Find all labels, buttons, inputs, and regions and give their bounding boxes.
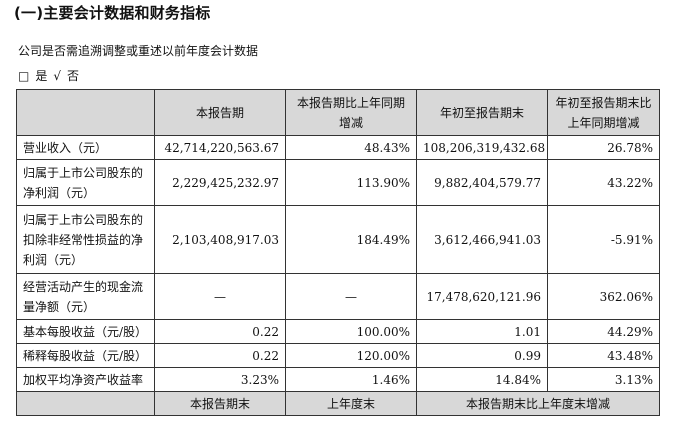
value-cell: 184.49% bbox=[285, 205, 417, 274]
value-cell: 113.90% bbox=[285, 159, 417, 206]
footer-column-header: 本报告期末 bbox=[154, 391, 286, 416]
value-cell: 3.13% bbox=[547, 367, 660, 392]
choice-yes-label: 是 bbox=[35, 69, 48, 83]
value-cell: 1.46% bbox=[285, 367, 417, 392]
value-cell: 26.78% bbox=[547, 135, 660, 160]
value-cell: 120.00% bbox=[285, 343, 417, 368]
value-cell: 43.48% bbox=[547, 343, 660, 368]
value-cell: 2,103,408,917.03 bbox=[154, 205, 286, 274]
financial-indicators-table: 本报告期 本报告期比上年同期增减 年初至报告期末 年初至报告期末比上年同期增减 … bbox=[16, 89, 660, 416]
table-row: 归属于上市公司股东的扣除非经常性损益的净利润（元） 2,103,408,917.… bbox=[16, 205, 660, 274]
table-header-row: 本报告期 本报告期比上年同期增减 年初至报告期末 年初至报告期末比上年同期增减 bbox=[16, 89, 660, 136]
value-cell: 108,206,319,432.68 bbox=[416, 135, 548, 160]
table-row: 营业收入（元） 42,714,220,563.67 48.43% 108,206… bbox=[16, 135, 660, 160]
check-mark-icon: √ bbox=[53, 69, 62, 83]
header-corner-cell bbox=[16, 89, 155, 136]
checkbox-icon: □ bbox=[18, 69, 30, 83]
row-label: 营业收入（元） bbox=[16, 135, 155, 160]
value-cell: 14.84% bbox=[416, 367, 548, 392]
value-cell: 42,714,220,563.67 bbox=[154, 135, 286, 160]
choice-no-label: 否 bbox=[67, 69, 80, 83]
table-footer-row: 本报告期末 上年度末 本报告期末比上年度末增减 bbox=[16, 391, 660, 416]
footer-corner-cell bbox=[16, 391, 155, 416]
table-row: 基本每股收益（元/股） 0.22 100.00% 1.01 44.29% bbox=[16, 319, 660, 344]
row-label: 稀释每股收益（元/股） bbox=[16, 343, 155, 368]
column-header: 本报告期比上年同期增减 bbox=[285, 89, 417, 136]
restatement-question: 公司是否需追溯调整或重述以前年度会计数据 bbox=[18, 44, 259, 58]
value-cell: — bbox=[154, 273, 286, 320]
value-cell: 2,229,425,232.97 bbox=[154, 159, 286, 206]
column-header: 本报告期 bbox=[154, 89, 286, 136]
value-cell: 9,882,404,579.77 bbox=[416, 159, 548, 206]
value-cell: 3.23% bbox=[154, 367, 286, 392]
section-title: (一)主要会计数据和财务指标 bbox=[14, 4, 211, 22]
value-cell: 100.00% bbox=[285, 319, 417, 344]
restatement-choice: □ 是 √ 否 bbox=[18, 67, 85, 84]
row-label: 基本每股收益（元/股） bbox=[16, 319, 155, 344]
table-row: 稀释每股收益（元/股） 0.22 120.00% 0.99 43.48% bbox=[16, 343, 660, 368]
table-row: 加权平均净资产收益率 3.23% 1.46% 14.84% 3.13% bbox=[16, 367, 660, 392]
value-cell: 0.99 bbox=[416, 343, 548, 368]
value-cell: 17,478,620,121.96 bbox=[416, 273, 548, 320]
column-header: 年初至报告期末比上年同期增减 bbox=[547, 89, 660, 136]
value-cell: 3,612,466,941.03 bbox=[416, 205, 548, 274]
value-cell: 0.22 bbox=[154, 319, 286, 344]
table-row: 归属于上市公司股东的净利润（元） 2,229,425,232.97 113.90… bbox=[16, 159, 660, 206]
value-cell: — bbox=[285, 273, 417, 320]
row-label: 加权平均净资产收益率 bbox=[16, 367, 155, 392]
footer-column-header: 本报告期末比上年度末增减 bbox=[416, 391, 660, 416]
column-header: 年初至报告期末 bbox=[416, 89, 548, 136]
value-cell: 362.06% bbox=[547, 273, 660, 320]
row-label: 归属于上市公司股东的扣除非经常性损益的净利润（元） bbox=[16, 205, 155, 274]
table-row: 经营活动产生的现金流量净额（元） — — 17,478,620,121.96 3… bbox=[16, 273, 660, 320]
value-cell: 48.43% bbox=[285, 135, 417, 160]
row-label: 归属于上市公司股东的净利润（元） bbox=[16, 159, 155, 206]
footer-column-header: 上年度末 bbox=[285, 391, 417, 416]
value-cell: 44.29% bbox=[547, 319, 660, 344]
row-label: 经营活动产生的现金流量净额（元） bbox=[16, 273, 155, 320]
value-cell: 0.22 bbox=[154, 343, 286, 368]
value-cell: 43.22% bbox=[547, 159, 660, 206]
value-cell: -5.91% bbox=[547, 205, 660, 274]
value-cell: 1.01 bbox=[416, 319, 548, 344]
